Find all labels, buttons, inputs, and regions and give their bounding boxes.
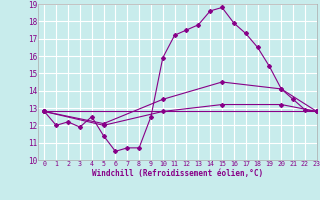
X-axis label: Windchill (Refroidissement éolien,°C): Windchill (Refroidissement éolien,°C) xyxy=(92,169,263,178)
